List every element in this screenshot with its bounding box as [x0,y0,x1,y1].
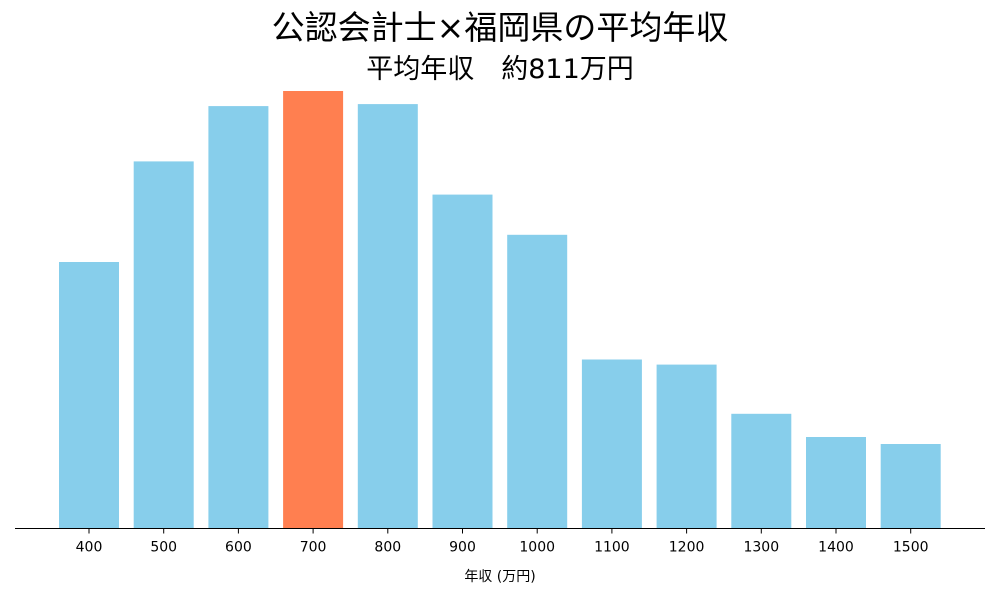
bar-1000 [507,234,568,529]
x-tick-label-600: 600 [225,540,252,556]
bar-600 [208,106,269,529]
bar-1200 [656,364,717,529]
bar-700 [283,91,344,529]
x-tick-label-500: 500 [150,540,177,556]
x-axis-label: 年収 (万円) [464,569,535,585]
bar-400 [59,262,119,529]
x-ticks-group: 400 500 600 700 800 900 1000 1100 1200 1300 1400 15… [76,528,929,556]
x-tick-label-900: 900 [449,540,476,556]
chart-subtitle: 平均年収 約811万円 [366,54,634,85]
bar-1300 [731,413,792,529]
x-tick-label-1100: 1100 [594,540,630,556]
x-tick-label-1400: 1400 [818,540,854,556]
bar-1500 [880,444,941,529]
x-tick-label-700: 700 [300,540,327,556]
x-tick-label-1300: 1300 [743,540,779,556]
bar-900 [432,194,493,529]
x-tick-label-1200: 1200 [669,540,705,556]
x-tick-label-1000: 1000 [519,540,555,556]
x-tick-label-400: 400 [76,540,103,556]
bar-1100 [581,359,642,529]
chart-title: 公認会計士×福岡県の平均年収 [271,8,729,47]
x-tick-label-800: 800 [374,540,401,556]
bars-group [59,91,941,529]
bar-1400 [806,437,866,529]
x-tick-label-1500: 1500 [893,540,929,556]
bar-800 [357,104,418,529]
bar-500 [133,161,194,529]
